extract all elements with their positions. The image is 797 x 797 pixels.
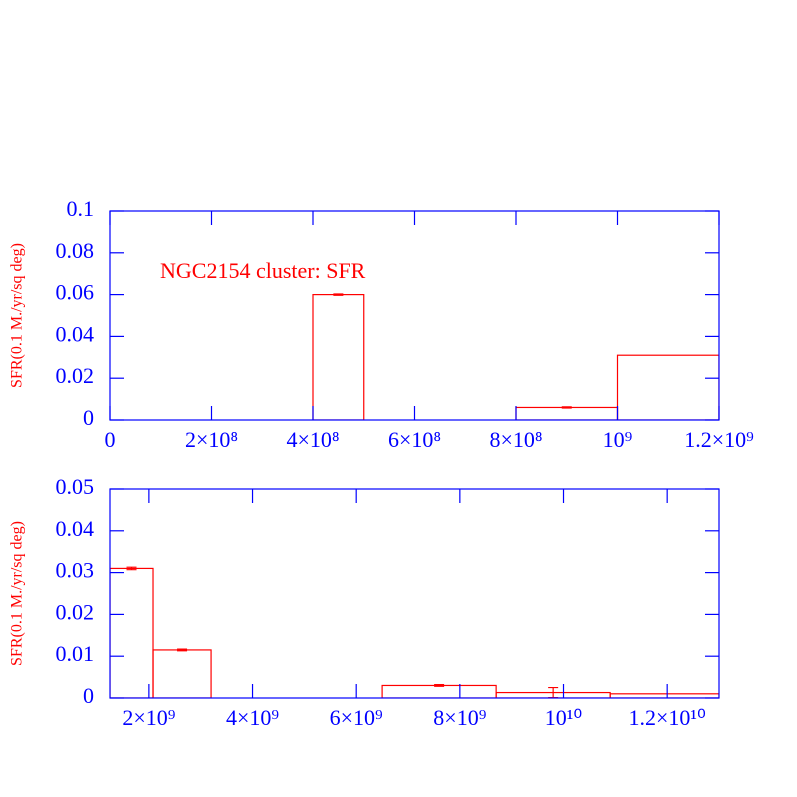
x-tick-label: 0	[105, 427, 116, 452]
bar	[312, 294, 365, 420]
x-tick-label: 4×10⁸	[286, 427, 339, 452]
x-tick-label: 4×10⁹	[226, 705, 279, 730]
error-bar	[177, 648, 188, 652]
y-tick-label: 0.08	[56, 238, 95, 263]
x-tick-label: 2×10⁹	[122, 705, 175, 730]
x-tick-label: 8×10⁹	[433, 705, 486, 730]
plot-frame	[109, 488, 720, 699]
x-tick-label: 1.2×10⁹	[684, 427, 754, 452]
y-tick-label: 0.1	[67, 196, 95, 221]
panel: 0 0.02 0.04 0.06 0.08 0.1 0 2×10⁸ 4×10⁸ 6×10⁸ 8×10…	[9, 196, 754, 452]
bar	[152, 649, 212, 698]
plot-frame	[109, 210, 720, 421]
x-tick-label: 10⁹	[603, 427, 633, 452]
y-tick-label: 0	[83, 683, 94, 708]
error-bar	[333, 293, 344, 296]
bar	[616, 354, 719, 420]
y-tick-label: 0.01	[56, 641, 95, 666]
bar	[110, 567, 154, 698]
x-tick-label: 6×10⁹	[330, 705, 383, 730]
data	[312, 293, 719, 420]
y-tick-label: 0	[83, 405, 94, 430]
x-tick-label: 6×10⁸	[388, 427, 441, 452]
x-tick-label: 1.2×10¹⁰	[629, 705, 707, 730]
bar	[381, 684, 497, 698]
y-tick-label: 0.06	[56, 280, 95, 305]
y-tick-label: 0.04	[56, 516, 95, 541]
x-tick-label: 10¹⁰	[545, 705, 583, 730]
bar	[515, 406, 619, 420]
y-tick-label: 0.03	[56, 558, 95, 583]
data	[110, 566, 719, 698]
y-tick-label: 0.05	[56, 474, 95, 499]
error-bar	[561, 406, 572, 409]
error-bar	[434, 684, 445, 687]
bar	[609, 693, 719, 698]
annotation: NGC2154 cluster: SFR	[160, 258, 366, 283]
panel: 0 0.01 0.02 0.03 0.04 0.05 2×10⁹ 4×10⁹ 6×10⁹ 8×10…	[9, 474, 720, 730]
y-tick-label: 0.02	[56, 599, 95, 624]
y-tick-label: 0.02	[56, 363, 95, 388]
y-axis-label: SFR(0.1 M./yr/sq deg)	[9, 243, 26, 388]
error-bar	[126, 566, 137, 571]
y-tick-label: 0.04	[56, 321, 95, 346]
x-tick-label: 8×10⁸	[489, 427, 542, 452]
y-axis-label: SFR(0.1 M./yr/sq deg)	[9, 521, 26, 666]
x-tick-label: 2×10⁸	[185, 427, 238, 452]
